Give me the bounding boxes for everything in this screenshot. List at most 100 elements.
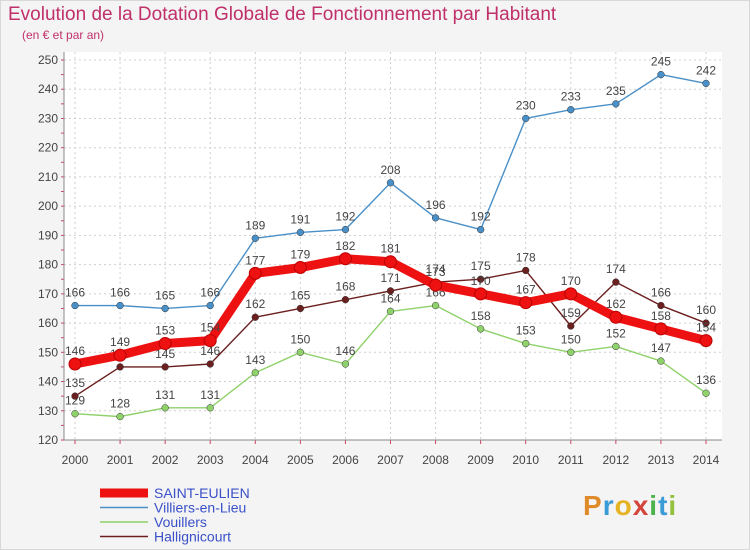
data-label: 208 (380, 163, 400, 177)
data-point (251, 234, 259, 242)
data-label: 173 (426, 265, 446, 279)
data-point (657, 357, 665, 365)
data-point (161, 304, 169, 313)
data-label: 164 (380, 291, 400, 305)
data-point (612, 100, 620, 108)
data-point (71, 301, 79, 310)
data-label: 153 (516, 324, 536, 338)
data-point (567, 322, 575, 330)
x-tick-label: 2006 (332, 453, 359, 467)
data-point (476, 225, 485, 234)
data-point (293, 261, 307, 275)
data-label: 152 (606, 326, 626, 340)
data-point (476, 325, 485, 333)
legend-label: Hallignicourt (154, 529, 231, 545)
data-point (522, 339, 530, 348)
data-label: 131 (200, 388, 220, 402)
data-point (296, 348, 305, 356)
data-point (702, 319, 710, 327)
y-tick-label: 230 (38, 111, 58, 125)
y-tick-label: 140 (38, 375, 58, 389)
y-tick-label: 120 (38, 433, 58, 447)
data-label: 162 (606, 297, 626, 311)
y-tick-label: 190 (38, 228, 58, 242)
data-point (296, 228, 305, 237)
data-label: 136 (696, 373, 716, 387)
data-label: 189 (245, 218, 265, 232)
y-tick-label: 160 (38, 316, 58, 330)
data-label: 159 (561, 306, 581, 320)
data-label: 245 (651, 55, 671, 69)
data-label: 150 (290, 332, 310, 346)
x-tick-label: 2002 (152, 453, 179, 467)
data-label: 181 (380, 242, 400, 256)
data-label: 146 (65, 344, 85, 358)
data-point (116, 412, 124, 421)
data-label: 235 (606, 84, 626, 98)
data-point (206, 404, 214, 412)
data-label: 166 (200, 286, 220, 300)
data-point (206, 301, 214, 310)
x-tick-label: 2007 (377, 453, 404, 467)
data-point (386, 179, 395, 187)
chart-title: Evolution de la Dotation Globale de Fonc… (8, 4, 557, 25)
proxiti-logo: Proxiti (583, 490, 678, 521)
data-label: 167 (516, 283, 536, 297)
x-tick-label: 2014 (693, 453, 720, 467)
data-label: 242 (696, 63, 716, 77)
x-tick-label: 2013 (648, 453, 675, 467)
data-point (474, 287, 488, 301)
data-label: 150 (561, 332, 581, 346)
data-point (338, 252, 352, 266)
data-label: 145 (155, 347, 175, 361)
data-label: 182 (335, 239, 355, 253)
data-point (68, 357, 82, 371)
data-point (116, 363, 124, 371)
x-tick-label: 2000 (62, 453, 89, 467)
x-tick-label: 2011 (558, 453, 584, 467)
data-point (522, 114, 530, 123)
data-point (158, 337, 172, 351)
data-point (702, 79, 710, 88)
data-point (251, 369, 259, 377)
data-label: 170 (561, 274, 581, 288)
data-label: 135 (65, 376, 85, 390)
y-tick-label: 200 (38, 199, 58, 213)
data-point (612, 342, 620, 351)
data-label: 191 (290, 212, 310, 226)
data-label: 192 (471, 210, 491, 224)
data-label: 154 (200, 321, 220, 335)
data-point (564, 287, 578, 301)
y-tick-label: 250 (38, 53, 58, 67)
data-point (161, 363, 169, 371)
x-tick-label: 2012 (603, 453, 630, 467)
data-point (248, 266, 262, 280)
data-label: 179 (290, 248, 310, 262)
data-label: 192 (335, 210, 355, 224)
data-point (431, 214, 440, 222)
data-point (161, 404, 169, 412)
data-point (71, 392, 79, 400)
data-point (431, 301, 440, 310)
data-point (567, 106, 575, 114)
data-label: 230 (516, 98, 536, 112)
x-tick-label: 2004 (242, 453, 269, 467)
x-tick-label: 2005 (287, 453, 314, 467)
data-point (386, 287, 395, 295)
data-point (113, 348, 127, 362)
data-label: 233 (561, 90, 581, 104)
data-label: 158 (471, 309, 491, 323)
data-label: 171 (380, 271, 400, 285)
data-label: 162 (245, 297, 265, 311)
data-point (567, 348, 575, 356)
data-point (386, 307, 395, 316)
data-label: 158 (651, 309, 671, 323)
data-label: 160 (696, 303, 716, 317)
data-label: 166 (65, 286, 85, 300)
x-tick-label: 2008 (422, 453, 449, 467)
data-point (657, 301, 665, 310)
legend-label: SAINT-EULIEN (154, 485, 250, 501)
data-point (341, 225, 350, 234)
data-point (657, 70, 665, 79)
data-point (522, 266, 530, 275)
